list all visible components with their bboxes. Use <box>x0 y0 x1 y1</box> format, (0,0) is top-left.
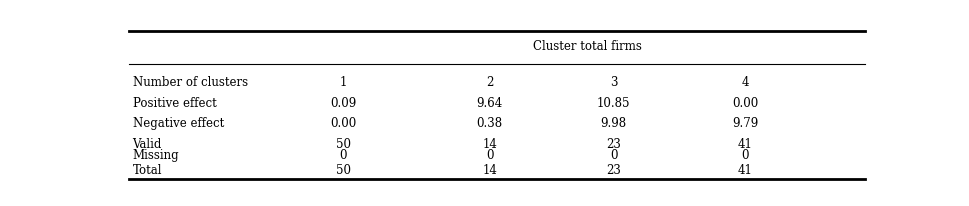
Text: 23: 23 <box>606 138 620 151</box>
Text: Number of clusters: Number of clusters <box>133 76 247 89</box>
Text: 14: 14 <box>482 164 496 177</box>
Text: 3: 3 <box>610 76 616 89</box>
Text: 0: 0 <box>740 149 748 162</box>
Text: 23: 23 <box>606 164 620 177</box>
Text: 41: 41 <box>737 164 752 177</box>
Text: 1: 1 <box>339 76 346 89</box>
Text: 0: 0 <box>485 149 493 162</box>
Text: Valid: Valid <box>133 138 162 151</box>
Text: 0.00: 0.00 <box>329 117 356 130</box>
Text: 0: 0 <box>610 149 616 162</box>
Text: Negative effect: Negative effect <box>133 117 224 130</box>
Text: 0: 0 <box>339 149 346 162</box>
Text: 41: 41 <box>737 138 752 151</box>
Text: Cluster total firms: Cluster total firms <box>532 40 641 53</box>
Text: 9.79: 9.79 <box>732 117 758 130</box>
Text: 9.64: 9.64 <box>476 97 502 110</box>
Text: 0.09: 0.09 <box>329 97 356 110</box>
Text: 0.00: 0.00 <box>732 97 758 110</box>
Text: Missing: Missing <box>133 149 179 162</box>
Text: 9.98: 9.98 <box>600 117 626 130</box>
Text: 50: 50 <box>335 164 350 177</box>
Text: 14: 14 <box>482 138 496 151</box>
Text: 10.85: 10.85 <box>596 97 630 110</box>
Text: Total: Total <box>133 164 162 177</box>
Text: 50: 50 <box>335 138 350 151</box>
Text: Positive effect: Positive effect <box>133 97 216 110</box>
Text: 2: 2 <box>485 76 493 89</box>
Text: 4: 4 <box>740 76 748 89</box>
Text: 0.38: 0.38 <box>476 117 502 130</box>
